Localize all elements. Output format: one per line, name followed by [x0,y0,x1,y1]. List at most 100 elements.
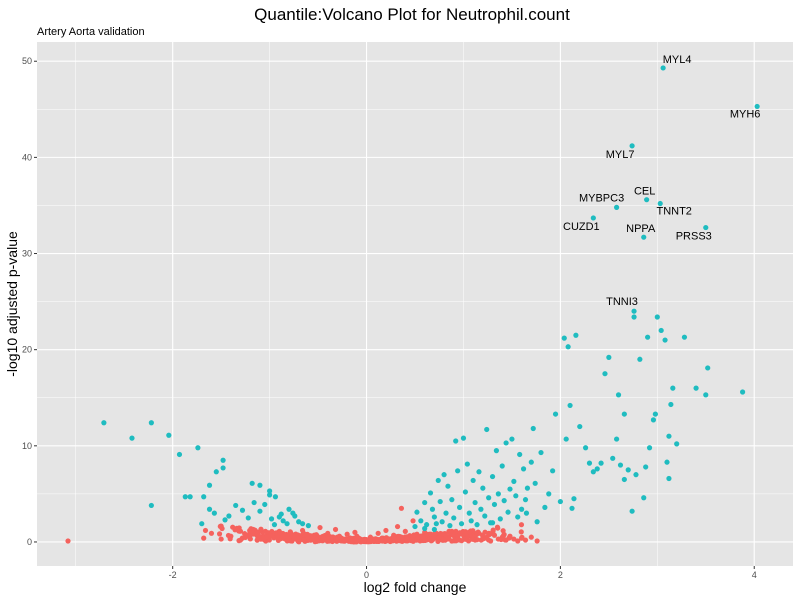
gene-label: MYL4 [663,54,692,66]
data-point [361,538,367,544]
data-point [468,518,474,524]
gene-label: MYL7 [606,149,635,161]
data-point [571,496,577,502]
data-point [458,521,465,527]
data-point [501,498,507,504]
plot-panel [37,42,793,566]
data-point [239,535,245,541]
data-point [187,494,193,500]
data-point [425,531,431,537]
data-point [493,448,500,454]
data-point [296,535,302,541]
labeled-point [590,215,596,221]
data-point [216,531,223,537]
data-point [398,505,405,511]
data-point [534,519,540,525]
gene-label: TNNT2 [656,206,691,218]
data-point [410,518,416,524]
data-point [375,538,382,544]
data-point [445,483,451,489]
data-point [301,537,307,543]
data-point [101,420,107,426]
x-tick-label: 4 [752,570,757,580]
data-point [565,344,571,350]
data-point [286,506,292,512]
data-point [614,436,620,442]
data-point [561,335,567,341]
data-point [474,537,480,543]
data-point [353,537,359,544]
data-point [436,535,442,541]
data-point [532,480,538,486]
data-point [518,522,525,528]
data-point [201,535,207,541]
data-point [666,433,672,439]
data-point [503,440,509,446]
data-point [441,472,447,478]
data-point [375,530,381,536]
data-point [515,538,521,544]
data-point [470,477,476,484]
data-point [267,492,273,498]
data-point [271,522,278,528]
data-point [569,505,575,511]
data-point [251,499,257,506]
data-point [220,457,226,463]
data-point [456,504,463,510]
data-point [414,509,420,515]
gene-label: PRSS3 [676,231,712,243]
data-point [462,536,468,542]
labeled-point [657,200,663,207]
y-tick-label: 30 [22,249,32,259]
labeled-point [754,103,760,110]
data-point [668,401,674,408]
data-point [499,463,505,469]
data-point [435,477,441,484]
data-point [254,537,260,543]
data-point [641,495,647,501]
data-point [305,523,311,529]
data-point [286,536,292,542]
data-point [658,327,664,334]
data-point [489,473,496,480]
gene-label: NPPA [626,223,656,235]
data-point [582,445,589,451]
chart-title: Quantile:Volcano Plot for Neutrophil.cou… [254,5,570,24]
data-point [233,502,239,509]
data-point [317,524,323,531]
data-point [226,513,232,519]
data-point [509,436,515,442]
data-point [218,536,224,542]
data-point [455,533,461,539]
data-point [232,527,238,533]
data-point [320,535,326,541]
y-axis-ticks: 0 10 20 30 40 50 [22,56,37,547]
data-point [472,499,478,506]
labeled-point [660,65,666,71]
data-point [391,536,397,542]
data-point [290,510,296,516]
data-point [485,537,492,543]
data-point [484,426,490,433]
data-point [455,468,461,474]
data-point [394,523,401,530]
data-point [520,466,527,472]
data-point [422,499,428,506]
data-point [602,371,608,377]
data-point [284,521,290,527]
gene-label: TNNI3 [606,296,638,308]
data-point [249,480,255,486]
data-point [305,534,311,540]
data-point [338,535,344,541]
gene-label: CUZD1 [563,221,600,233]
data-point [523,510,530,516]
data-point [268,516,275,522]
data-point [409,537,415,543]
data-point [272,494,279,500]
data-point [513,493,519,499]
x-tick-label: -2 [169,570,177,580]
labeled-point [644,197,650,203]
data-point [383,527,389,534]
data-point [182,494,188,500]
data-point [299,521,306,527]
